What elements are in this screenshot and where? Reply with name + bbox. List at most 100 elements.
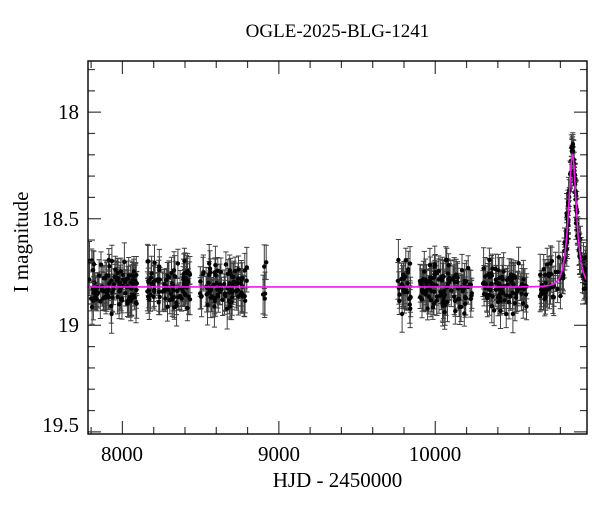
data-point: [134, 272, 139, 278]
data-point: [148, 292, 153, 298]
data-point: [469, 291, 474, 296]
data-point: [171, 268, 177, 273]
data-point: [98, 262, 104, 267]
data-point: [222, 281, 227, 287]
data-point: [457, 304, 463, 309]
data-point: [495, 299, 501, 305]
data-point: [542, 272, 548, 277]
data-point: [152, 289, 157, 294]
data-point: [434, 298, 439, 303]
data-point: [487, 287, 492, 292]
data-point: [512, 301, 518, 306]
data-point: [445, 271, 451, 276]
data-point: [198, 291, 203, 296]
data-point: [403, 258, 408, 263]
error-bars-2020: [260, 244, 269, 318]
data-point: [109, 258, 115, 264]
x-tick-label: 9000: [258, 442, 300, 466]
data-point: [124, 276, 129, 282]
data-point: [170, 295, 175, 300]
data-point: [179, 296, 184, 301]
data-point: [524, 304, 529, 309]
data-point: [107, 264, 112, 269]
data-point: [157, 267, 162, 273]
data-point: [198, 294, 204, 299]
data-point: [207, 266, 213, 271]
data-point: [187, 297, 193, 302]
data-point: [131, 269, 136, 274]
data-point: [176, 294, 181, 300]
data-point: [88, 277, 92, 282]
data-point: [419, 279, 424, 284]
data-point: [227, 268, 232, 273]
data-point: [462, 278, 467, 284]
data-point: [481, 280, 487, 285]
data-point: [239, 278, 244, 283]
data-point: [152, 278, 158, 283]
data-point: [201, 270, 206, 275]
data-point: [115, 275, 121, 281]
data-point: [434, 294, 440, 299]
data-point: [117, 280, 123, 285]
data-point: [436, 277, 441, 282]
data-point: [513, 295, 519, 300]
data-point: [463, 301, 468, 306]
peak-data-point: [570, 146, 575, 151]
y-tick-label: 19.5: [42, 413, 79, 437]
data-point: [519, 291, 524, 296]
data-point: [99, 288, 105, 293]
data-point: [543, 280, 548, 285]
data-point: [227, 304, 233, 309]
data-point: [449, 288, 454, 293]
data-point: [510, 311, 516, 317]
data-point: [581, 286, 587, 292]
data-point: [214, 280, 219, 286]
data-point: [232, 268, 238, 274]
data-point: [521, 301, 526, 306]
data-point: [447, 275, 452, 281]
data-point: [452, 294, 457, 299]
data-point: [212, 270, 218, 275]
data-point: [455, 279, 460, 285]
data-point: [181, 271, 186, 277]
data-point: [208, 270, 213, 275]
data-point: [539, 287, 544, 292]
data-point: [235, 276, 241, 281]
data-point: [110, 295, 115, 300]
data-point: [430, 305, 436, 310]
data-point: [544, 288, 549, 293]
data-point: [184, 276, 189, 281]
data-point: [407, 302, 412, 307]
data-point: [242, 268, 247, 273]
data-point: [425, 306, 430, 311]
data-point: [145, 289, 150, 294]
data-point: [198, 279, 203, 284]
data-point: [555, 269, 560, 275]
data-point: [558, 293, 563, 299]
data-point: [107, 281, 112, 286]
data-point: [434, 270, 440, 276]
data-point: [583, 255, 587, 260]
axis-ticks: [88, 61, 587, 434]
data-point: [432, 264, 437, 269]
data-point: [442, 289, 447, 294]
data-point: [262, 264, 267, 269]
data-point: [156, 300, 161, 305]
data-point: [168, 291, 174, 296]
data-point: [116, 302, 122, 307]
data-point: [171, 288, 176, 293]
data-point: [498, 308, 503, 314]
data-point: [227, 298, 232, 303]
data-point: [445, 299, 450, 305]
data-point: [506, 300, 512, 305]
data-point: [96, 273, 102, 278]
data-point: [236, 294, 241, 299]
data-point: [495, 295, 501, 300]
data-point: [169, 270, 174, 276]
data-point: [545, 262, 550, 267]
data-point: [239, 290, 244, 295]
data-point: [551, 294, 556, 300]
data-point: [406, 267, 411, 272]
data-point: [521, 287, 526, 292]
data-point: [123, 290, 128, 296]
